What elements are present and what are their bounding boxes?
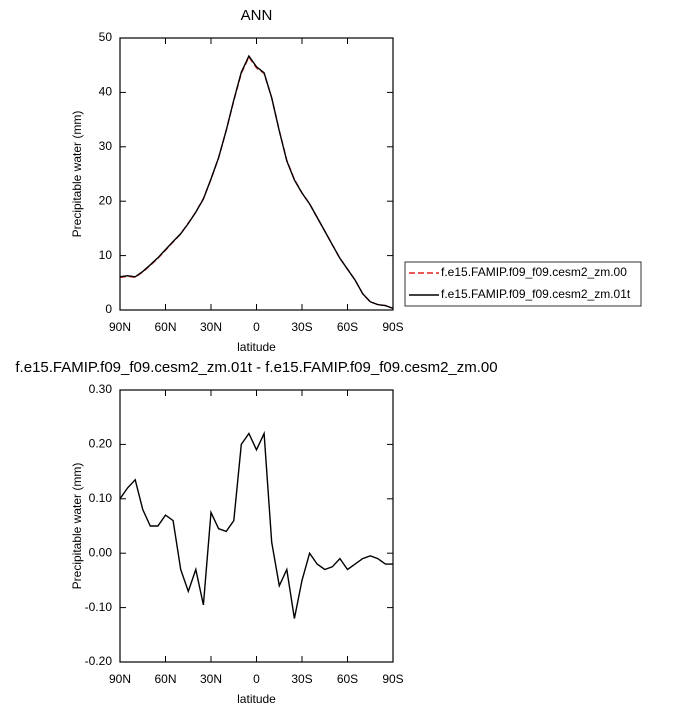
x-tick-label: 30S	[291, 672, 312, 686]
y-tick-label: 10	[99, 248, 113, 262]
x-tick-label: 90S	[382, 320, 403, 334]
y-axis-label: Precipitable water (mm)	[70, 111, 84, 238]
x-tick-label: 30S	[291, 320, 312, 334]
x-axis-label: latitude	[237, 692, 276, 706]
data-line	[119, 55, 394, 310]
x-tick-label: 90N	[109, 320, 131, 334]
y-tick-label: 30	[99, 139, 113, 153]
x-tick-label: 30N	[200, 672, 222, 686]
y-tick-label: 0.30	[89, 382, 113, 396]
y-tick-label: 50	[99, 30, 113, 44]
x-tick-label: 0	[253, 320, 260, 334]
y-tick-label: 20	[99, 193, 113, 207]
y-tick-label: -0.10	[85, 600, 113, 614]
chart-title: f.e15.FAMIP.f09_f09.cesm2_zm.01t - f.e15…	[15, 359, 497, 376]
x-tick-label: 60S	[337, 672, 358, 686]
plot-frame	[119, 389, 394, 663]
legend-label: f.e15.FAMIP.f09_f09.cesm2_zm.01t	[441, 287, 631, 301]
data-line	[119, 430, 393, 619]
x-tick-label: 60S	[337, 320, 358, 334]
y-tick-label: 0	[105, 302, 112, 316]
x-tick-label: 60N	[154, 320, 176, 334]
y-axis-label: Precipitable water (mm)	[70, 463, 84, 590]
legend-label: f.e15.FAMIP.f09_f09.cesm2_zm.00	[441, 265, 627, 279]
x-tick-label: 90S	[382, 672, 403, 686]
y-tick-label: 40	[99, 85, 113, 99]
x-tick-label: 0	[253, 672, 260, 686]
x-tick-label: 60N	[154, 672, 176, 686]
y-tick-label: -0.20	[85, 654, 113, 668]
plot-frame	[119, 37, 394, 311]
y-tick-label: 0.00	[89, 545, 113, 559]
y-tick-label: 0.10	[89, 491, 113, 505]
x-tick-label: 30N	[200, 320, 222, 334]
legend-box	[404, 261, 642, 307]
x-tick-label: 90N	[109, 672, 131, 686]
y-tick-label: 0.20	[89, 437, 113, 451]
x-axis-label: latitude	[237, 340, 276, 354]
data-line	[119, 54, 394, 310]
chart-title: ANN	[241, 7, 273, 24]
